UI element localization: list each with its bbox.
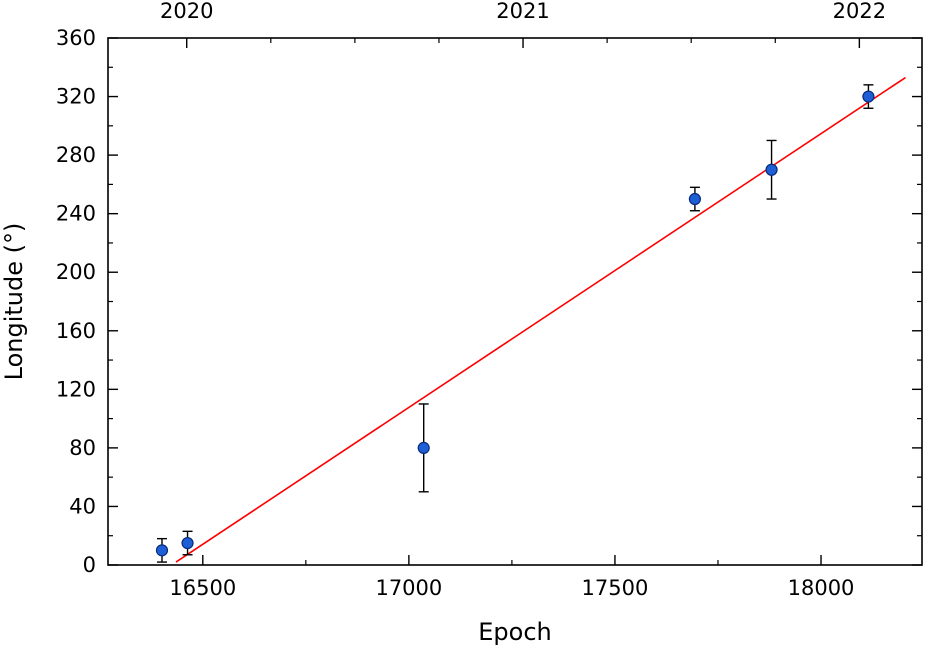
y-tick-label: 80 [69,436,96,460]
top-year-label: 2022 [833,0,886,23]
x-tick-label: 18000 [788,576,855,600]
y-tick-label: 0 [83,553,96,577]
data-point [862,90,875,103]
y-tick-label: 160 [56,319,96,343]
y-tick-label: 280 [56,143,96,167]
data-point [417,441,430,454]
y-tick-label: 240 [56,202,96,226]
data-point [688,192,702,206]
y-tick-label: 360 [56,26,96,50]
data-point [765,163,778,176]
y-tick-label: 40 [69,494,96,518]
axis-ticks [108,37,922,566]
data-point [181,536,194,550]
data-point [155,544,169,557]
tick-labels: 0 40 80 120 160 200 240 280 320 360 16500 17000 1750… [56,0,886,600]
y-tick-label: 200 [56,260,96,284]
fit-line-layer [175,76,906,563]
x-axis-title: Epoch [478,618,552,646]
y-tick-label: 320 [56,85,96,109]
y-axis-title: Longitude (°) [0,223,28,381]
x-tick-label: 17000 [375,576,442,600]
x-tick-label: 16500 [169,576,236,600]
top-year-label: 2021 [496,0,549,23]
x-tick-label: 17500 [582,576,649,600]
plot-frame [107,37,923,566]
top-year-label: 2020 [160,0,213,23]
data-points-layer [155,84,875,563]
fit-line [175,76,906,563]
y-tick-label: 120 [56,377,96,401]
